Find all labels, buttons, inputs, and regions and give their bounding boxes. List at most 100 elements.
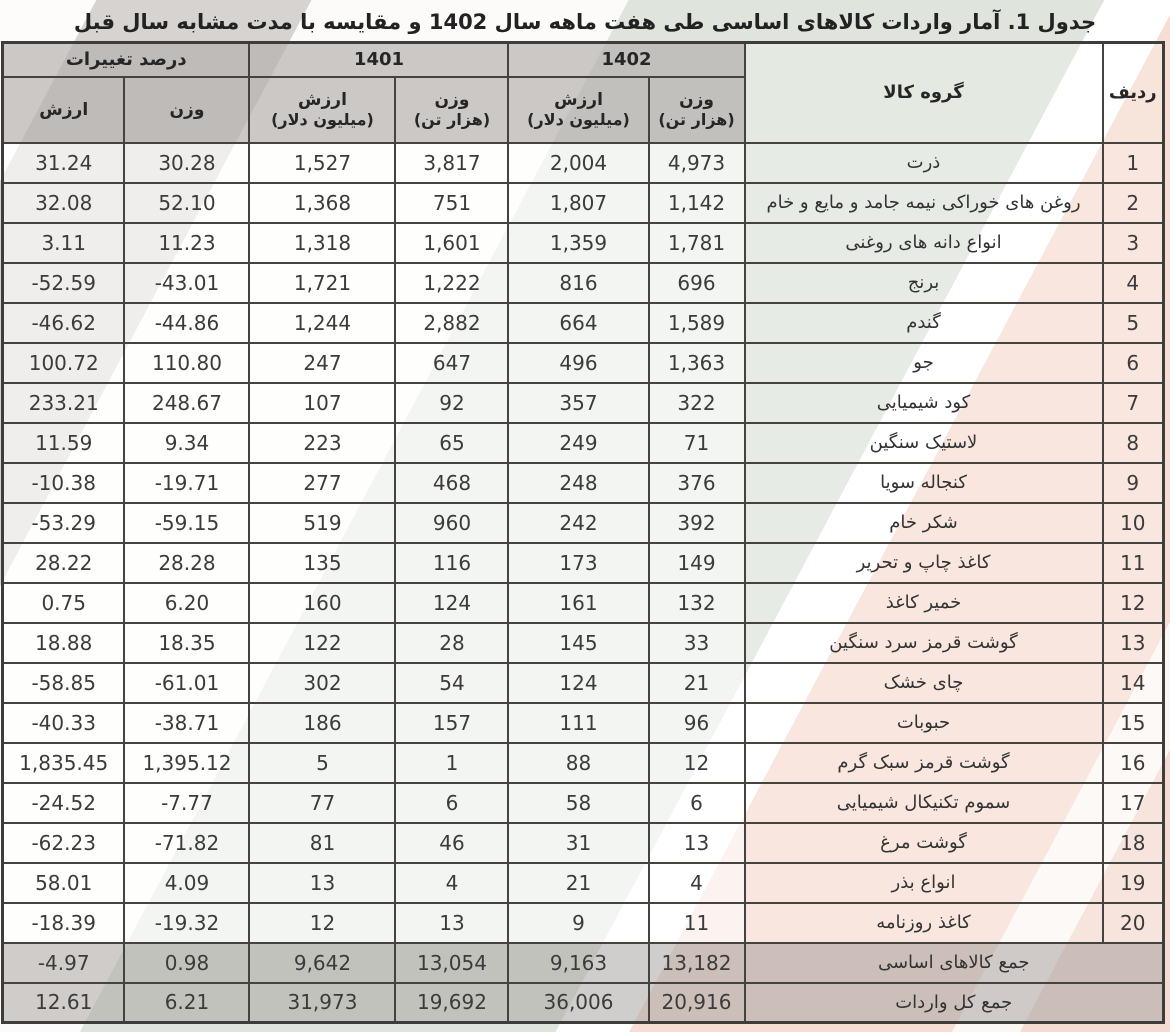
pct-value-cell: 0.75	[1, 581, 126, 624]
pct-weight-cell: -44.86	[123, 301, 251, 344]
table-row: 20 کاغذ روزنامه 11 9 13 12 -19.32 -18.39	[1, 901, 1165, 944]
table-row: 2 روغن های خوراکی نیمه جامد و مایع و خام 1…	[1, 181, 1165, 224]
weight-1402-cell: 4,973	[647, 141, 746, 184]
product-name-cell: انواع بذر	[743, 861, 1104, 904]
weight-1402-cell: 71	[647, 421, 746, 464]
table-row: 19 انواع بذر 4 21 4 13 4.09 58.01	[1, 861, 1165, 904]
header-weight-1401: وزن (هزار تن)	[394, 75, 510, 144]
product-name-cell: برنج	[743, 261, 1104, 304]
rank-cell: 2	[1101, 181, 1165, 224]
value-1402-cell: 111	[507, 701, 650, 744]
weight-1402-cell: 1,142	[647, 181, 746, 224]
pct-weight-cell: 11.23	[123, 221, 251, 264]
value-1402-cell: 9,163	[507, 941, 650, 984]
weight-1401-cell: 13,054	[394, 941, 510, 984]
weight-1401-cell: 46	[394, 821, 510, 864]
header-product-group: گروه کالا	[743, 41, 1104, 144]
pct-value-cell: 28.22	[1, 541, 126, 584]
pct-weight-cell: -19.71	[123, 461, 251, 504]
rank-cell: 10	[1101, 501, 1165, 544]
value-1401-cell: 122	[248, 621, 397, 664]
product-name-cell: روغن های خوراکی نیمه جامد و مایع و خام	[743, 181, 1104, 224]
header-year-1401: 1401	[248, 41, 510, 78]
table-header: ردیف گروه کالا 1402 1401 درصد تغییرات وز…	[1, 41, 1165, 144]
pct-value-cell: -52.59	[1, 261, 126, 304]
weight-unit-label: (هزار تن)	[658, 110, 735, 129]
weight-1402-cell: 33	[647, 621, 746, 664]
value-1401-cell: 1,244	[248, 301, 397, 344]
rank-cell: 18	[1101, 821, 1165, 864]
rank-cell: 11	[1101, 541, 1165, 584]
header-pct-weight: وزن	[123, 75, 251, 144]
table-row: 7 کود شیمیایی 322 357 92 107 248.67 233.21	[1, 381, 1165, 424]
table-row: 1 ذرت 4,973 2,004 3,817 1,527 30.28 31.24	[1, 141, 1165, 184]
total-row: جمع کل واردات 20,916 36,006 19,692 31,973 6.2…	[1, 981, 1165, 1024]
pct-value-cell: 1,835.45	[1, 741, 126, 784]
pct-weight-cell: 6.20	[123, 581, 251, 624]
table-row: 18 گوشت مرغ 13 31 46 81 -71.82 -62.23	[1, 821, 1165, 864]
rank-cell: 1	[1101, 141, 1165, 184]
value-label: ارزش	[298, 90, 347, 110]
product-name-cell: انواع دانه های روغنی	[743, 221, 1104, 264]
value-1402-cell: 1,359	[507, 221, 650, 264]
value-1401-cell: 107	[248, 381, 397, 424]
weight-1402-cell: 96	[647, 701, 746, 744]
pct-weight-cell: -61.01	[123, 661, 251, 704]
pct-weight-cell: 30.28	[123, 141, 251, 184]
value-1401-cell: 81	[248, 821, 397, 864]
product-name-cell: گندم	[743, 301, 1104, 344]
value-1402-cell: 173	[507, 541, 650, 584]
value-1401-cell: 1,527	[248, 141, 397, 184]
weight-label: وزن	[679, 90, 714, 110]
weight-1401-cell: 1,222	[394, 261, 510, 304]
weight-1402-cell: 13	[647, 821, 746, 864]
header-pct-value: ارزش	[1, 75, 126, 144]
rank-cell: 17	[1101, 781, 1165, 824]
rank-cell: 8	[1101, 421, 1165, 464]
value-1401-cell: 5	[248, 741, 397, 784]
pct-value-cell: -46.62	[1, 301, 126, 344]
table-row: 13 گوشت قرمز سرد سنگین 33 145 28 122 18.35 18.8…	[1, 621, 1165, 664]
value-1402-cell: 249	[507, 421, 650, 464]
product-name-cell: سموم تکنیکال شیمیایی	[743, 781, 1104, 824]
table-row: 16 گوشت قرمز سبک گرم 12 88 1 5 1,395.12 1,835.4…	[1, 741, 1165, 784]
weight-1402-cell: 1,363	[647, 341, 746, 384]
value-1402-cell: 21	[507, 861, 650, 904]
weight-1401-cell: 468	[394, 461, 510, 504]
pct-weight-cell: -7.77	[123, 781, 251, 824]
product-name-cell: کنجاله سویا	[743, 461, 1104, 504]
table-row: 6 جو 1,363 496 647 247 110.80 100.72	[1, 341, 1165, 384]
table-row: 11 کاغذ چاپ و تحریر 149 173 116 135 28.28 28.22	[1, 541, 1165, 584]
rank-cell: 15	[1101, 701, 1165, 744]
value-1402-cell: 124	[507, 661, 650, 704]
rank-cell: 12	[1101, 581, 1165, 624]
weight-1402-cell: 322	[647, 381, 746, 424]
value-1401-cell: 277	[248, 461, 397, 504]
table-row: 3 انواع دانه های روغنی 1,781 1,359 1,601 1,31…	[1, 221, 1165, 264]
value-1402-cell: 1,807	[507, 181, 650, 224]
pct-value-cell: -58.85	[1, 661, 126, 704]
rank-cell: 5	[1101, 301, 1165, 344]
value-1401-cell: 223	[248, 421, 397, 464]
header-value-1402: ارزش (میلیون دلار)	[507, 75, 650, 144]
weight-label: وزن	[434, 90, 470, 110]
value-1401-cell: 135	[248, 541, 397, 584]
weight-1401-cell: 3,817	[394, 141, 510, 184]
table-body: 1 ذرت 4,973 2,004 3,817 1,527 30.28 31.24 2 روغن …	[1, 141, 1165, 944]
total-label-cell: جمع کل واردات	[743, 981, 1165, 1024]
value-1402-cell: 31	[507, 821, 650, 864]
product-name-cell: گوشت قرمز سرد سنگین	[743, 621, 1104, 664]
pct-weight-cell: -59.15	[123, 501, 251, 544]
weight-1401-cell: 65	[394, 421, 510, 464]
table-totals: جمع کالاهای اساسی 13,182 9,163 13,054 9,642 0…	[1, 941, 1165, 1024]
pct-value-cell: 12.61	[1, 981, 126, 1024]
value-1401-cell: 31,973	[248, 981, 397, 1024]
weight-1401-cell: 28	[394, 621, 510, 664]
value-1402-cell: 9	[507, 901, 650, 944]
value-1402-cell: 88	[507, 741, 650, 784]
weight-1402-cell: 149	[647, 541, 746, 584]
header-weight-1402: وزن (هزار تن)	[647, 75, 746, 144]
value-1402-cell: 664	[507, 301, 650, 344]
table-row: 14 چای خشک 21 124 54 302 -61.01 -58.85	[1, 661, 1165, 704]
